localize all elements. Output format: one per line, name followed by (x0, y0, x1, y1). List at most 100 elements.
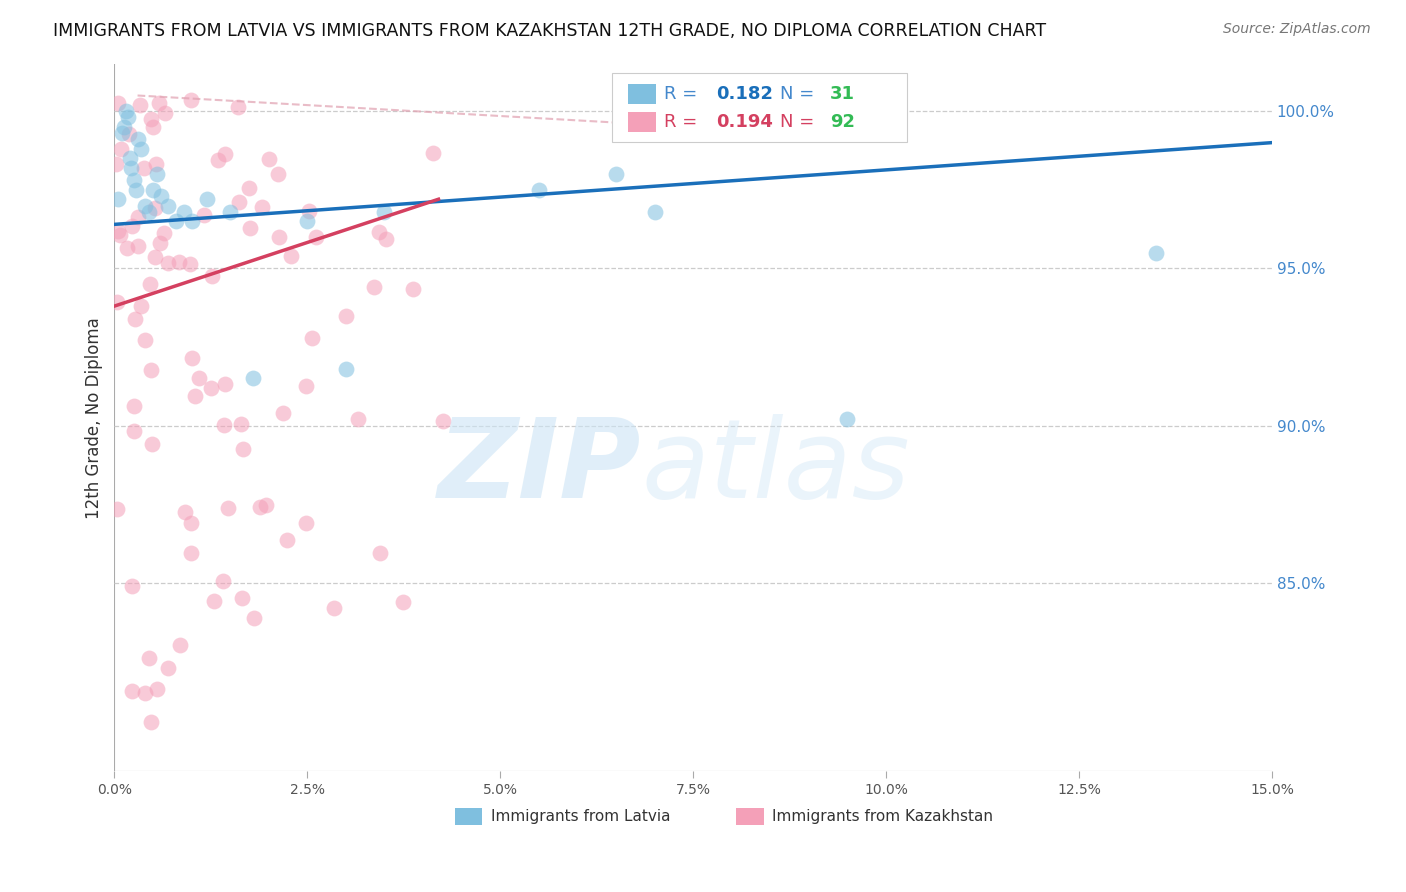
Point (201, 268, 224, 283)
Point (184, 388, 207, 402)
Point (105, 501, 128, 516)
Point (432, 414, 454, 428)
Point (115, 241, 138, 255)
Point (180, 214, 202, 228)
Point (127, 238, 149, 252)
FancyBboxPatch shape (628, 112, 657, 132)
Point (142, 120, 165, 134)
Point (402, 282, 425, 296)
Point (173, 204, 195, 219)
Point (242, 371, 264, 385)
Point (212, 574, 235, 588)
Point (107, 95, 129, 110)
Point (143, 201, 166, 215)
Point (169, 638, 191, 652)
Point (134, 334, 156, 348)
Point (139, 714, 162, 729)
Point (134, 685, 156, 699)
FancyBboxPatch shape (628, 84, 657, 103)
Text: R =: R = (664, 113, 697, 131)
Point (217, 501, 239, 516)
Point (267, 167, 290, 181)
Point (250, 200, 273, 214)
Text: Immigrants from Latvia: Immigrants from Latvia (491, 809, 671, 824)
Point (226, 100, 249, 114)
Point (180, 93, 202, 107)
Point (153, 226, 176, 240)
Point (238, 180, 260, 194)
Point (107, 224, 129, 238)
Point (112, 120, 135, 134)
Text: N =: N = (780, 113, 814, 131)
Point (837, 412, 859, 426)
Point (280, 249, 302, 263)
Point (129, 299, 152, 313)
Point (118, 152, 141, 166)
Text: ZIP: ZIP (437, 414, 641, 521)
Point (335, 362, 357, 376)
Point (107, 192, 129, 206)
Point (232, 442, 254, 456)
Point (142, 183, 165, 197)
Point (259, 153, 281, 167)
Point (347, 412, 370, 426)
Point (187, 371, 209, 385)
Point (271, 406, 294, 420)
Point (179, 256, 201, 270)
Point (132, 161, 155, 176)
Point (122, 173, 145, 187)
Point (368, 225, 391, 239)
Point (298, 203, 321, 218)
Point (174, 505, 197, 519)
Point (146, 167, 169, 181)
Text: 92: 92 (830, 113, 855, 131)
Point (180, 546, 202, 560)
Point (157, 661, 180, 675)
Point (391, 595, 413, 609)
FancyBboxPatch shape (612, 72, 907, 142)
Point (127, 132, 149, 146)
Point (141, 437, 163, 451)
Point (110, 142, 132, 156)
Point (105, 294, 128, 309)
Point (193, 208, 215, 222)
Point (143, 250, 166, 264)
Point (124, 311, 146, 326)
Point (242, 611, 264, 625)
Point (120, 161, 142, 175)
Point (335, 309, 357, 323)
Point (117, 111, 139, 125)
Point (121, 578, 143, 592)
Point (276, 533, 298, 548)
Point (105, 157, 128, 171)
Point (231, 591, 253, 605)
Point (370, 546, 392, 560)
Point (195, 192, 218, 206)
Y-axis label: 12th Grade, No Diploma: 12th Grade, No Diploma (86, 317, 103, 518)
Point (249, 500, 271, 514)
Point (121, 219, 143, 233)
Point (214, 376, 236, 391)
FancyBboxPatch shape (454, 808, 482, 825)
Text: 0.194: 0.194 (716, 113, 773, 131)
Point (231, 417, 253, 431)
Point (138, 204, 160, 219)
Point (214, 146, 236, 161)
Point (118, 127, 141, 141)
Point (157, 198, 180, 212)
Point (138, 651, 160, 665)
Point (422, 146, 444, 161)
Text: 0.182: 0.182 (716, 85, 773, 103)
Point (256, 499, 278, 513)
Point (181, 351, 204, 365)
Point (149, 235, 172, 250)
Point (139, 277, 162, 292)
Point (295, 516, 318, 530)
Point (127, 211, 149, 225)
Point (605, 167, 627, 181)
Point (180, 516, 202, 530)
Point (134, 198, 156, 212)
Point (207, 153, 229, 168)
Point (363, 280, 385, 294)
Point (122, 400, 145, 414)
